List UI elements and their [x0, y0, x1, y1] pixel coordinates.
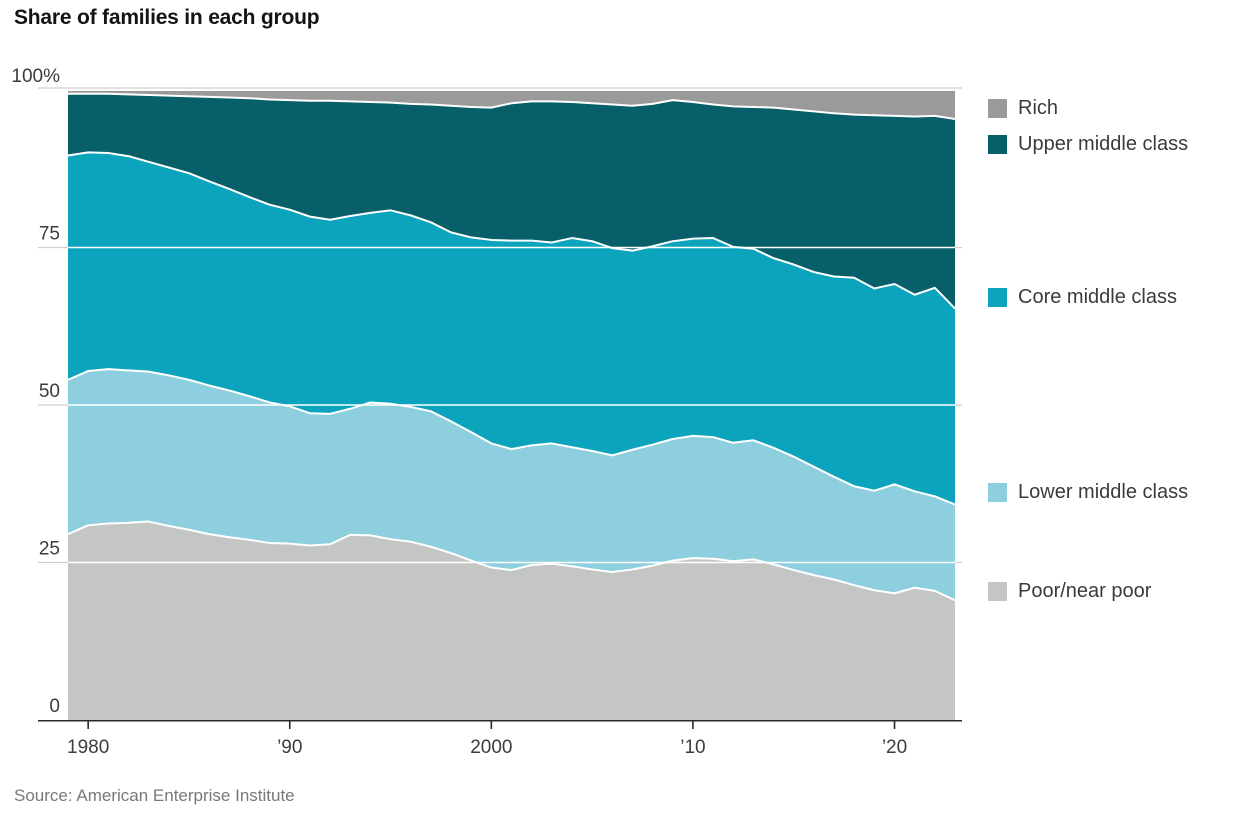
y-tick-label-0: 0	[49, 696, 60, 717]
y-tick-label-25: 25	[39, 539, 60, 560]
area-poor-near-poor	[68, 521, 955, 720]
x-tick-label-2020: ’20	[882, 737, 907, 758]
legend-swatch-rich	[988, 99, 1007, 118]
area-upper-middle-class	[68, 93, 955, 309]
legend-swatch-lower-middle-class	[988, 483, 1007, 502]
y-tick-label-75: 75	[39, 224, 60, 245]
legend: Rich Upper middle class Core middle class L…	[988, 0, 1254, 818]
legend-swatch-upper-middle-class	[988, 135, 1007, 154]
legend-item-core-middle-class: Core middle class	[988, 286, 1177, 309]
legend-label-upper-middle-class: Upper middle class	[1018, 133, 1189, 155]
y-tick-label-50: 50	[39, 381, 60, 402]
area-core-middle-class	[68, 152, 955, 505]
x-tick-label-1990: ’90	[277, 737, 302, 758]
legend-swatch-core-middle-class	[988, 288, 1007, 307]
legend-label-core-middle-class: Core middle class	[1018, 286, 1177, 308]
source-note: Source: American Enterprise Institute	[14, 786, 295, 805]
x-tick-label-2000: 2000	[470, 737, 512, 758]
legend-item-rich: Rich	[988, 97, 1058, 120]
area-lower-middle-class	[68, 369, 955, 601]
legend-item-upper-middle-class: Upper middle class	[988, 133, 1188, 156]
legend-item-lower-middle-class: Lower middle class	[988, 481, 1188, 504]
boundary-top-of-core-middle-class	[67, 151, 956, 310]
x-tick-label-1980: 1980	[67, 737, 109, 758]
area-rich	[68, 90, 955, 119]
legend-label-lower-middle-class: Lower middle class	[1018, 481, 1189, 503]
legend-item-poor-near-poor: Poor/near poor	[988, 580, 1151, 603]
x-tick-label-2010: ’10	[680, 737, 705, 758]
chart-title: Share of families in each group	[14, 6, 320, 29]
legend-swatch-poor-near-poor	[988, 582, 1007, 601]
legend-label-rich: Rich	[1018, 97, 1059, 119]
boundary-top-of-lower-middle-class	[67, 368, 956, 506]
y-tick-label-100: 100%	[11, 66, 60, 87]
boundary-top-of-upper-middle-class	[68, 92, 956, 120]
boundary-top-of-poor-near-poor	[67, 520, 956, 602]
legend-label-poor-near-poor: Poor/near poor	[1018, 580, 1152, 602]
